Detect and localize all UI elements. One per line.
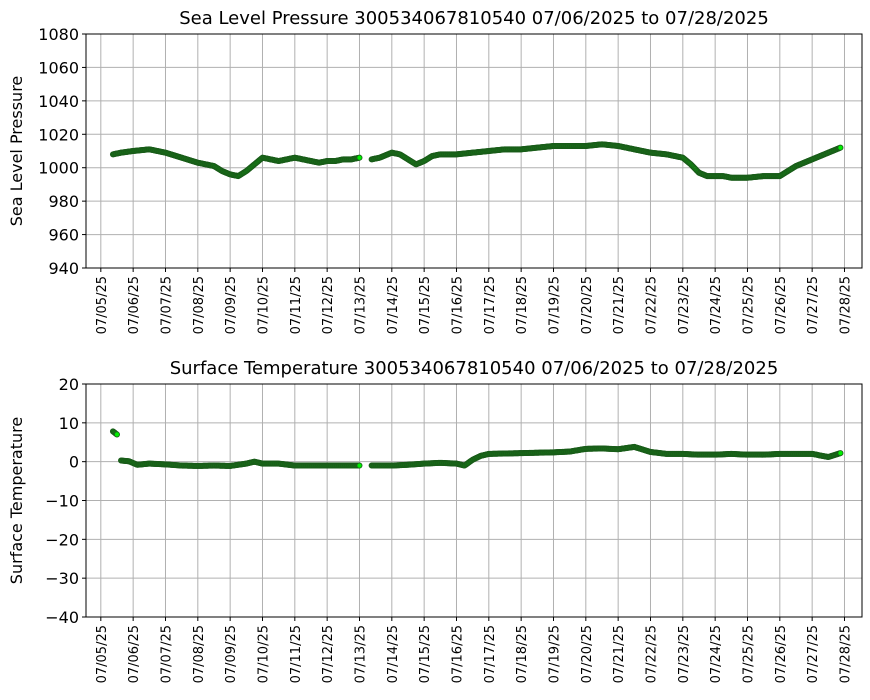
x-tick-label: 07/18/25 xyxy=(515,625,530,683)
y-tick-label: 960 xyxy=(48,226,79,245)
x-tick-label: 07/26/25 xyxy=(774,276,789,334)
x-tick-label: 07/22/25 xyxy=(644,625,659,683)
x-tick-label: 07/16/25 xyxy=(450,625,465,683)
y-tick-label: 940 xyxy=(48,259,79,278)
x-tick-label: 07/28/25 xyxy=(838,276,853,334)
y-tick-label: 1040 xyxy=(38,92,79,111)
x-tick-label: 07/14/25 xyxy=(386,625,401,683)
x-tick-label: 07/19/25 xyxy=(547,625,562,683)
y-tick-label: −40 xyxy=(45,608,79,627)
x-tick-label: 07/05/25 xyxy=(95,276,110,334)
y-axis-label: Sea Level Pressure xyxy=(7,76,26,227)
x-tick-label: 07/17/25 xyxy=(483,625,498,683)
y-tick-label: 1080 xyxy=(38,25,79,44)
x-tick-label: 07/13/25 xyxy=(353,625,368,683)
x-tick-label: 07/19/25 xyxy=(547,276,562,334)
x-tick-label: 07/07/25 xyxy=(159,276,174,334)
y-tick-label: 10 xyxy=(59,414,79,433)
data-point xyxy=(837,144,844,151)
plot-frame xyxy=(85,33,863,269)
series-3 xyxy=(368,443,844,469)
y-tick-label: 1060 xyxy=(38,58,79,77)
y-tick-label: 0 xyxy=(69,453,79,472)
x-tick-label: 07/27/25 xyxy=(806,625,821,683)
x-tick-label: 07/09/25 xyxy=(224,276,239,334)
x-tick-label: 07/28/25 xyxy=(838,625,853,683)
x-tick-label: 07/23/25 xyxy=(677,625,692,683)
x-tick-label: 07/24/25 xyxy=(709,625,724,683)
chart-panel-1: 940 960 980 1000 1020 1040 1060 1080 07/05/25 07/… xyxy=(7,8,863,334)
y-tick-label: 1000 xyxy=(38,159,79,178)
data-point xyxy=(837,450,844,457)
x-tick-label: 07/15/25 xyxy=(418,625,433,683)
series-2 xyxy=(368,141,844,181)
x-tick-label: 07/24/25 xyxy=(709,276,724,334)
y-tick-label: −20 xyxy=(45,530,79,549)
x-tick-label: 07/13/25 xyxy=(353,276,368,334)
y-tick-label: −10 xyxy=(45,492,79,511)
chart-title: Surface Temperature 300534067810540 07/0… xyxy=(170,358,779,379)
data-point xyxy=(356,462,363,469)
x-tick-label: 07/20/25 xyxy=(580,276,595,334)
y-axis-label: Surface Temperature xyxy=(7,417,26,584)
x-tick-label: 07/06/25 xyxy=(127,625,142,683)
series-2 xyxy=(118,457,363,469)
x-tick-label: 07/25/25 xyxy=(741,276,756,334)
data-point xyxy=(356,154,363,161)
x-tick-label: 07/14/25 xyxy=(386,276,401,334)
x-tick-label: 07/08/25 xyxy=(192,276,207,334)
x-tick-label: 07/15/25 xyxy=(418,276,433,334)
x-tick-label: 07/17/25 xyxy=(483,276,498,334)
x-tick-label: 07/21/25 xyxy=(612,625,627,683)
x-tick-label: 07/27/25 xyxy=(806,276,821,334)
x-tick-label: 07/23/25 xyxy=(677,276,692,334)
y-tick-label: −30 xyxy=(45,569,79,588)
x-tick-label: 07/07/25 xyxy=(159,625,174,683)
y-tick-label: 20 xyxy=(59,375,79,394)
series-1 xyxy=(109,146,363,180)
chart-title: Sea Level Pressure 300534067810540 07/06… xyxy=(179,8,769,29)
y-tick-label: 980 xyxy=(48,192,79,211)
x-tick-label: 07/09/25 xyxy=(224,625,239,683)
series-1 xyxy=(109,428,120,438)
x-tick-label: 07/12/25 xyxy=(321,276,336,334)
y-tick-label: 1020 xyxy=(38,125,79,144)
x-tick-label: 07/16/25 xyxy=(450,276,465,334)
x-tick-label: 07/10/25 xyxy=(256,625,271,683)
x-tick-label: 07/06/25 xyxy=(127,276,142,334)
x-tick-label: 07/11/25 xyxy=(289,625,304,683)
x-tick-label: 07/11/25 xyxy=(289,276,304,334)
x-tick-label: 07/18/25 xyxy=(515,276,530,334)
x-tick-label: 07/21/25 xyxy=(612,276,627,334)
x-tick-label: 07/25/25 xyxy=(741,625,756,683)
data-point xyxy=(113,431,120,438)
chart-panel-2: −40 −30 −20 −10 0 10 20 07/05/25 07/06/25 07/07/2… xyxy=(7,358,863,683)
x-tick-label: 07/22/25 xyxy=(644,276,659,334)
x-tick-label: 07/20/25 xyxy=(580,625,595,683)
x-tick-label: 07/12/25 xyxy=(321,625,336,683)
x-tick-label: 07/10/25 xyxy=(256,276,271,334)
x-tick-label: 07/26/25 xyxy=(774,625,789,683)
x-tick-label: 07/05/25 xyxy=(95,625,110,683)
x-tick-label: 07/08/25 xyxy=(192,625,207,683)
